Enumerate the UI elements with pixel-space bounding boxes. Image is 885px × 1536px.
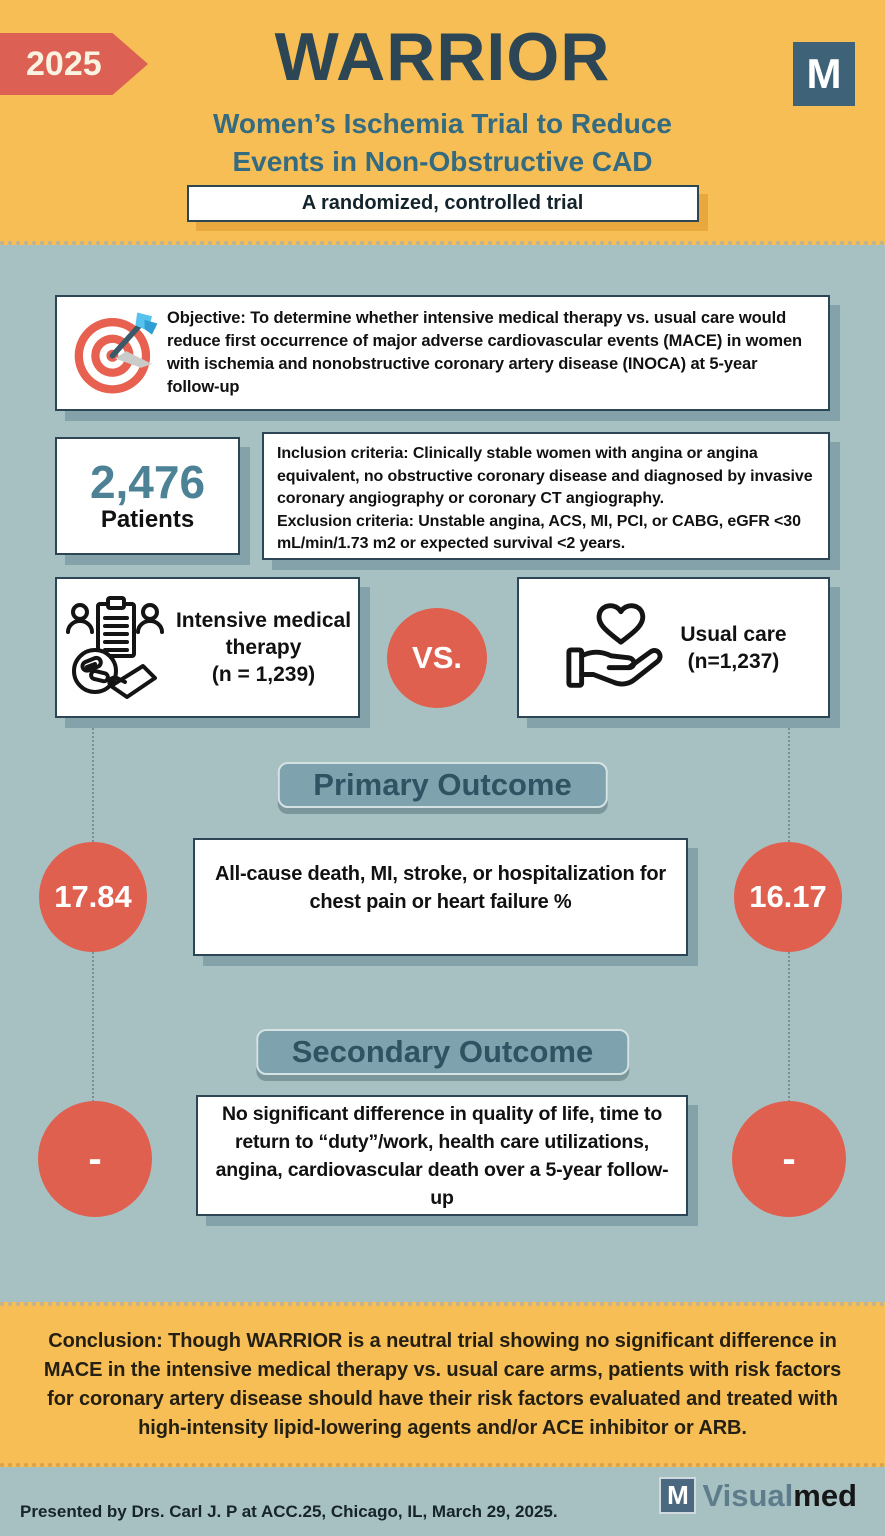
visualmed-word-part1: Visual [702,1477,794,1513]
year-label: 2025 [26,44,102,83]
visualmed-m-icon: M [659,1477,697,1514]
objective-text: Objective: To determine whether intensiv… [167,307,810,399]
m-logo-letter: M [806,50,842,97]
heart-in-hand-icon [560,598,672,698]
visualmed-logo: M Visualmed [659,1477,857,1514]
secondary-value-intensive: - [38,1101,152,1217]
inclusion-text: Clinically stable women with angina or a… [277,445,813,507]
footer: Presented by Drs. Carl J. P at ACC.25, C… [0,1467,885,1536]
connector-line-left [92,719,94,1214]
trial-type-banner: A randomized, controlled trial [186,185,699,222]
conclusion-body: Though WARRIOR is a neutral trial showin… [43,1329,842,1439]
arm-label-usual: Usual care (n=1,237) [680,621,786,675]
primary-value-usual: 16.17 [734,842,842,952]
vs-badge: VS. [387,608,487,708]
criteria-card: Inclusion criteria: Clinically stable wo… [262,432,830,560]
patient-label: Patients [100,506,195,533]
arm-usual-n: (n=1,237) [687,649,780,673]
inclusion-label: Inclusion criteria: [277,445,409,462]
arm-intensive-name: Intensive medical therapy [175,609,352,659]
secondary-outcome-card: No significant difference in quality of … [196,1095,688,1216]
target-icon [67,307,167,399]
primary-value-intensive: 17.84 [39,842,147,952]
arm-label-intensive: Intensive medical therapy (n = 1,239) [175,607,352,688]
secondary-outcome-heading: Secondary Outcome [255,1029,630,1075]
medical-therapy-icon [63,594,167,702]
conclusion-text: Conclusion: Though WARRIOR is a neutral … [32,1327,853,1443]
patient-count: 2,476 [89,456,206,508]
primary-outcome-text: All-cause death, MI, stroke, or hospital… [215,863,666,913]
trial-subtitle: Women’s Ischemia Trial to Reduce Events … [0,105,885,181]
primary-outcome-card: All-cause death, MI, stroke, or hospital… [193,838,688,956]
inclusion-criteria: Inclusion criteria: Clinically stable wo… [277,443,815,511]
exclusion-text: Unstable angina, ACS, MI, PCI, or CABG, … [277,512,801,553]
connector-line-right [788,719,790,1214]
primary-outcome-heading: Primary Outcome [277,762,608,808]
arm-card-intensive-therapy: Intensive medical therapy (n = 1,239) [55,577,360,718]
presented-by: Presented by Drs. Carl J. P at ACC.25, C… [20,1502,558,1521]
conclusion-label: Conclusion: [48,1329,163,1352]
arm-intensive-n: (n = 1,239) [211,663,316,686]
page-title: WARRIOR [274,19,611,95]
secondary-value-usual: - [732,1101,846,1217]
visualmed-wordmark: Visualmed [702,1478,857,1514]
secondary-outcome-text: No significant difference in quality of … [215,1102,669,1209]
exclusion-criteria: Exclusion criteria: Unstable angina, ACS… [277,511,815,556]
objective-body: To determine whether intensive medical t… [167,309,803,396]
header: 2025 WARRIOR M Women’s Ischemia Trial to… [0,0,885,245]
exclusion-label: Exclusion criteria: [277,512,414,530]
m-logo: M [793,42,855,106]
arm-card-usual-care: Usual care (n=1,237) [517,577,830,718]
objective-label: Objective: [167,309,246,327]
conclusion-banner: Conclusion: Though WARRIOR is a neutral … [0,1302,885,1467]
arm-usual-name: Usual care [680,622,787,646]
subtitle-line-1: Women’s Ischemia Trial to Reduce [212,108,673,139]
subtitle-line-2: Events in Non-Obstructive CAD [232,146,653,177]
visualmed-word-part2: med [793,1477,857,1513]
patients-card: 2,476 Patients [55,437,240,555]
year-badge: 2025 [0,33,148,95]
objective-card: Objective: To determine whether intensiv… [55,295,830,411]
